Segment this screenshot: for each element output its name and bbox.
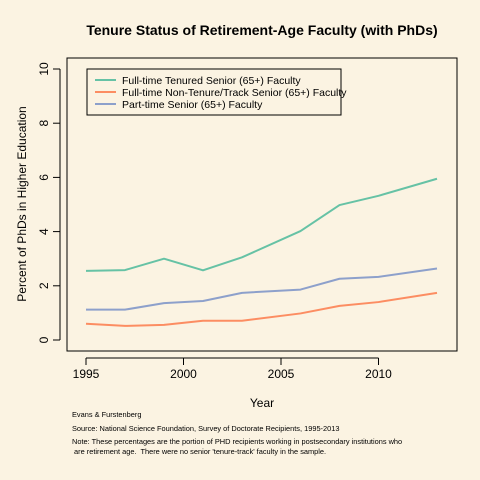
y-tick-label: 0	[37, 336, 51, 343]
y-axis-label: Percent of PhDs in Higher Education	[15, 106, 29, 301]
chart-title: Tenure Status of Retirement-Age Faculty …	[86, 22, 437, 38]
plot-area-frame	[66, 57, 458, 352]
series-line-3	[86, 267, 438, 311]
x-axis: 1995 2000 2005 2010	[73, 357, 392, 381]
y-axis: 0 2 4 6 8 10	[37, 62, 61, 343]
footnote-authors: Evans & Furstenberg	[72, 410, 141, 419]
legend-label-1: Full-time Tenured Senior (65+) Faculty	[122, 75, 301, 87]
y-tick-label: 10	[37, 62, 51, 76]
series-line-1	[85, 177, 438, 272]
y-tick-label: 4	[37, 228, 51, 235]
series-layer	[85, 177, 438, 327]
series-line-2	[85, 291, 438, 327]
x-axis-label: Year	[250, 396, 274, 410]
x-tick-label: 2000	[170, 367, 197, 381]
legend-label-2: Full-time Non-Tenure/Track Senior (65+) …	[122, 87, 347, 99]
legend-label-3: Part-time Senior (65+) Faculty	[122, 99, 263, 111]
x-tick-label: 2005	[268, 367, 295, 381]
legend: Full-time Tenured Senior (65+) FacultyFu…	[86, 68, 347, 116]
legend-box	[86, 68, 342, 116]
y-tick-label: 2	[37, 282, 51, 289]
footnote-note-line2: are retirement age. There were no senior…	[72, 447, 326, 456]
footnote-source: Source: National Science Foundation, Sur…	[72, 424, 339, 433]
footnote-note-line1: Note: These percentages are the portion …	[72, 437, 402, 446]
y-tick-label: 6	[37, 174, 51, 181]
x-tick-label: 1995	[73, 367, 100, 381]
x-tick-label: 2010	[365, 367, 392, 381]
y-tick-label: 8	[37, 120, 51, 127]
